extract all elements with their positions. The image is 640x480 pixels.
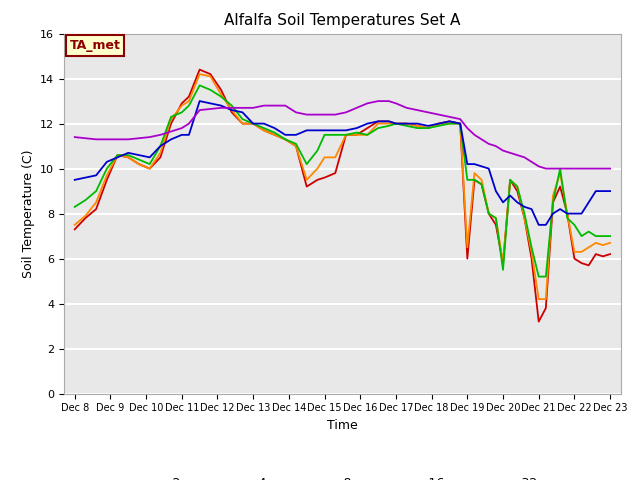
-32cm (392, 100, 400, 106)
Text: TA_met: TA_met (70, 39, 120, 52)
-16cm (167, 136, 175, 142)
-16cm (535, 222, 543, 228)
Line: -2cm: -2cm (75, 70, 610, 322)
-16cm (135, 152, 143, 158)
-8cm (606, 233, 614, 239)
-2cm (392, 120, 400, 126)
-4cm (499, 260, 507, 266)
-32cm (499, 148, 507, 154)
-16cm (92, 172, 100, 178)
-8cm (392, 120, 400, 126)
-2cm (499, 260, 507, 266)
Line: -4cm: -4cm (75, 74, 610, 299)
-8cm (167, 114, 175, 120)
-8cm (196, 83, 204, 88)
-2cm (71, 227, 79, 232)
-4cm (135, 161, 143, 167)
-16cm (71, 177, 79, 183)
-4cm (71, 222, 79, 228)
-4cm (239, 120, 246, 126)
Line: -16cm: -16cm (75, 101, 610, 225)
-32cm (228, 105, 236, 111)
Line: -32cm: -32cm (75, 101, 610, 168)
-4cm (535, 296, 543, 302)
-8cm (71, 204, 79, 210)
-32cm (542, 166, 550, 171)
Legend: -2cm, -4cm, -8cm, -16cm, -32cm: -2cm, -4cm, -8cm, -16cm, -32cm (123, 472, 562, 480)
-2cm (535, 319, 543, 324)
-4cm (392, 120, 400, 126)
-16cm (392, 120, 400, 126)
-4cm (196, 71, 204, 77)
Title: Alfalfa Soil Temperatures Set A: Alfalfa Soil Temperatures Set A (224, 13, 461, 28)
-16cm (196, 98, 204, 104)
-2cm (606, 251, 614, 257)
-8cm (535, 274, 543, 279)
X-axis label: Time: Time (327, 419, 358, 432)
Line: -8cm: -8cm (75, 85, 610, 276)
-16cm (499, 200, 507, 205)
-16cm (606, 188, 614, 194)
-2cm (239, 120, 246, 126)
-2cm (196, 67, 204, 72)
-2cm (135, 161, 143, 167)
-32cm (606, 166, 614, 171)
-16cm (239, 109, 246, 115)
-8cm (92, 188, 100, 194)
-32cm (135, 135, 143, 141)
-32cm (92, 136, 100, 142)
-32cm (71, 134, 79, 140)
Y-axis label: Soil Temperature (C): Soil Temperature (C) (22, 149, 35, 278)
-2cm (92, 206, 100, 212)
-32cm (374, 98, 382, 104)
-8cm (239, 116, 246, 122)
-4cm (167, 116, 175, 122)
-2cm (167, 120, 175, 126)
-8cm (135, 156, 143, 162)
-4cm (92, 200, 100, 205)
-8cm (499, 267, 507, 273)
-4cm (606, 240, 614, 246)
-32cm (167, 129, 175, 134)
